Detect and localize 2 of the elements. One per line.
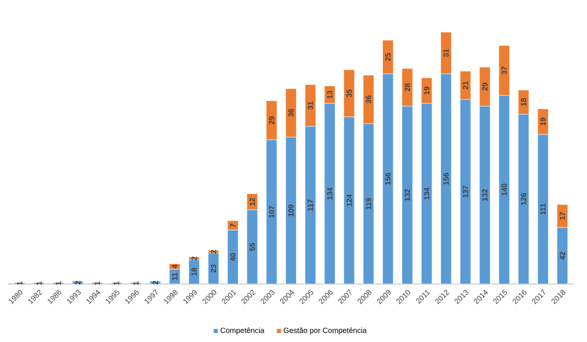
bar	[208, 252, 219, 284]
bar	[188, 260, 200, 284]
